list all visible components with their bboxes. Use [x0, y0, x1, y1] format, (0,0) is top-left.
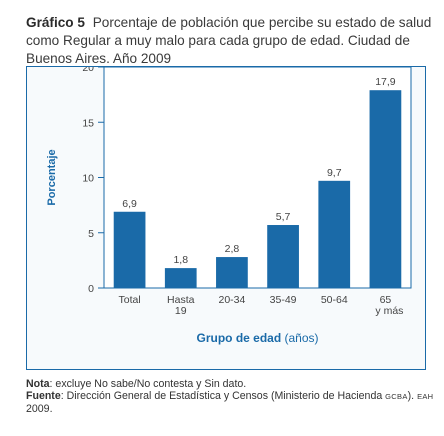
source-line: Fuente: Dirección General de Estadística… — [26, 390, 434, 415]
y-tick-label: 15 — [82, 117, 94, 129]
category-label: Hasta — [167, 294, 195, 306]
y-axis-title: Porcentaje — [46, 149, 58, 205]
plot-area — [103, 67, 412, 289]
bar-value-label: 17,9 — [375, 76, 396, 88]
category-label: y más — [375, 305, 403, 317]
chart-number: Gráfico 5 — [26, 15, 85, 30]
category-label: 20-34 — [218, 294, 245, 306]
chart-title-text: Porcentaje de población que percibe su e… — [26, 15, 432, 66]
chart-title: Gráfico 5 Porcentaje de población que pe… — [26, 14, 432, 68]
x-axis-title-main: Grupo de edad — [196, 331, 284, 345]
bar-value-label: 5,7 — [276, 211, 291, 223]
bar — [164, 268, 197, 288]
x-axis-title-unit: (años) — [285, 331, 319, 345]
bar — [369, 90, 402, 288]
bar — [113, 211, 146, 288]
y-tick-label: 5 — [88, 228, 94, 240]
footnotes: Nota: excluye No sabe/No contesta y Sin … — [26, 378, 440, 415]
x-axis-title: Grupo de edad (años) — [196, 331, 318, 345]
chart-frame: 0 5 10 15 20 Porcentaje 6,9 Total 1,8 Hasta 19 2,8 2… — [26, 66, 426, 370]
category-label: 19 — [175, 305, 187, 317]
bar — [216, 257, 248, 288]
y-tick-label: 10 — [82, 173, 94, 185]
y-tick-label: 20 — [82, 67, 94, 74]
category-label: 35-49 — [270, 294, 297, 306]
bar-value-label: 2,8 — [225, 243, 240, 255]
bar — [267, 225, 299, 288]
bar — [318, 180, 351, 288]
bar-value-label: 1,8 — [173, 254, 188, 266]
category-label: 50-64 — [321, 294, 348, 306]
category-label: 65 — [380, 294, 392, 306]
bar-value-label: 6,9 — [122, 198, 137, 210]
category-label: Total — [118, 294, 140, 306]
y-tick-label: 0 — [88, 283, 94, 295]
note-line: Nota: excluye No sabe/No contesta y Sin … — [26, 378, 247, 390]
bar-value-label: 9,7 — [327, 167, 342, 179]
